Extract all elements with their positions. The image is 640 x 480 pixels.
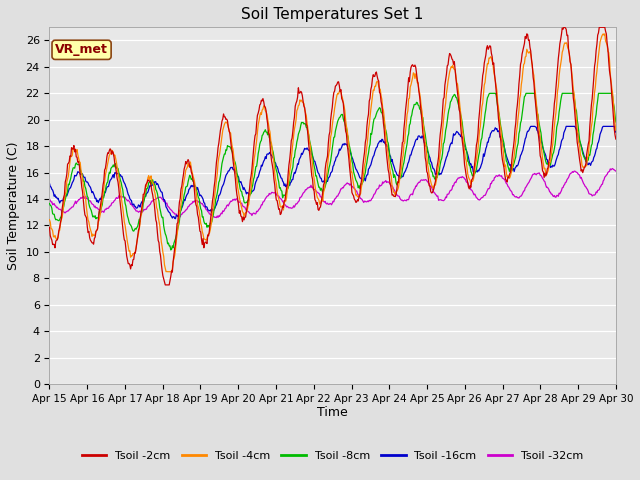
Legend: Tsoil -2cm, Tsoil -4cm, Tsoil -8cm, Tsoil -16cm, Tsoil -32cm: Tsoil -2cm, Tsoil -4cm, Tsoil -8cm, Tsoi…	[77, 446, 588, 466]
X-axis label: Time: Time	[317, 407, 348, 420]
Y-axis label: Soil Temperature (C): Soil Temperature (C)	[7, 142, 20, 270]
Text: VR_met: VR_met	[55, 43, 108, 56]
Title: Soil Temperatures Set 1: Soil Temperatures Set 1	[241, 7, 424, 22]
